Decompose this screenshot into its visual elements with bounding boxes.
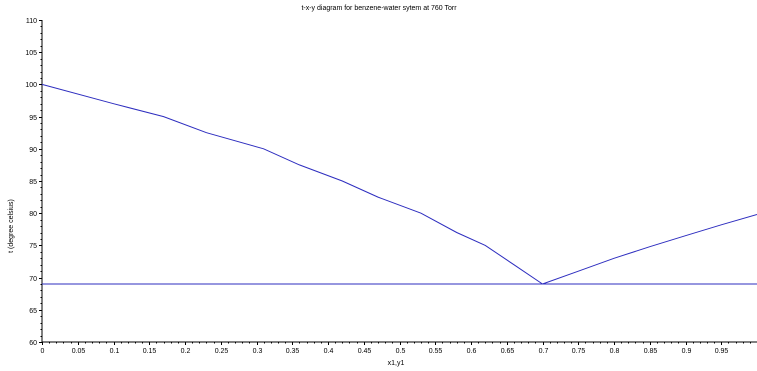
x-axis-label: x1,y1 xyxy=(388,360,405,367)
x-tick-label: 0.25 xyxy=(215,348,229,355)
y-axis-label: t (degree celsius) xyxy=(8,199,15,253)
x-tick-label: 0.95 xyxy=(715,348,729,355)
x-tick-label: 0.55 xyxy=(429,348,443,355)
x-tick-label: 0 xyxy=(41,348,45,355)
series-layer xyxy=(41,83,757,285)
y-tick-label: 65 xyxy=(29,308,37,315)
x-tick-label: 0.85 xyxy=(644,348,658,355)
series-line-2 xyxy=(542,214,757,285)
x-axis: 0 0.05 0.1 0.15 0.2 0.25 0.3 0.35 0.4 0.45 0.5 0.55… xyxy=(41,342,751,355)
x-tick-label: 0.7 xyxy=(539,348,549,355)
x-tick-label: 0.3 xyxy=(253,348,263,355)
plot-frame xyxy=(41,20,757,343)
y-tick-label: 110 xyxy=(26,18,37,25)
x-tick-label: 0.6 xyxy=(467,348,477,355)
x-tick-label: 0.5 xyxy=(396,348,406,355)
x-tick-label: 0.8 xyxy=(610,348,620,355)
x-tick-label: 0.35 xyxy=(286,348,300,355)
y-tick-label: 60 xyxy=(29,340,37,347)
chart-title: t-x-y diagram for benzene-water sytem at… xyxy=(301,5,457,12)
x-tick-label: 0.75 xyxy=(572,348,586,355)
y-tick-label: 80 xyxy=(29,211,37,218)
x-tick-label: 0.1 xyxy=(110,348,120,355)
x-tick-label: 0.2 xyxy=(181,348,191,355)
x-tick-label: 0.9 xyxy=(682,348,692,355)
y-tick-label: 70 xyxy=(29,276,37,283)
y-tick-label: 95 xyxy=(29,115,37,122)
y-tick-label: 75 xyxy=(29,243,37,250)
x-tick-label: 0.45 xyxy=(358,348,372,355)
x-tick-label: 0.65 xyxy=(501,348,515,355)
y-tick-label: 100 xyxy=(25,82,37,89)
y-axis: 60 65 70 75 80 85 90 95 100 105 110 xyxy=(25,18,42,347)
y-tick-label: 105 xyxy=(25,50,37,57)
series-line-1 xyxy=(41,83,543,285)
x-tick-label: 0.05 xyxy=(72,348,86,355)
y-tick-label: 85 xyxy=(29,179,37,186)
x-tick-label: 0.4 xyxy=(324,348,334,355)
x-tick-label: 0.15 xyxy=(143,348,157,355)
y-tick-label: 90 xyxy=(29,147,37,154)
